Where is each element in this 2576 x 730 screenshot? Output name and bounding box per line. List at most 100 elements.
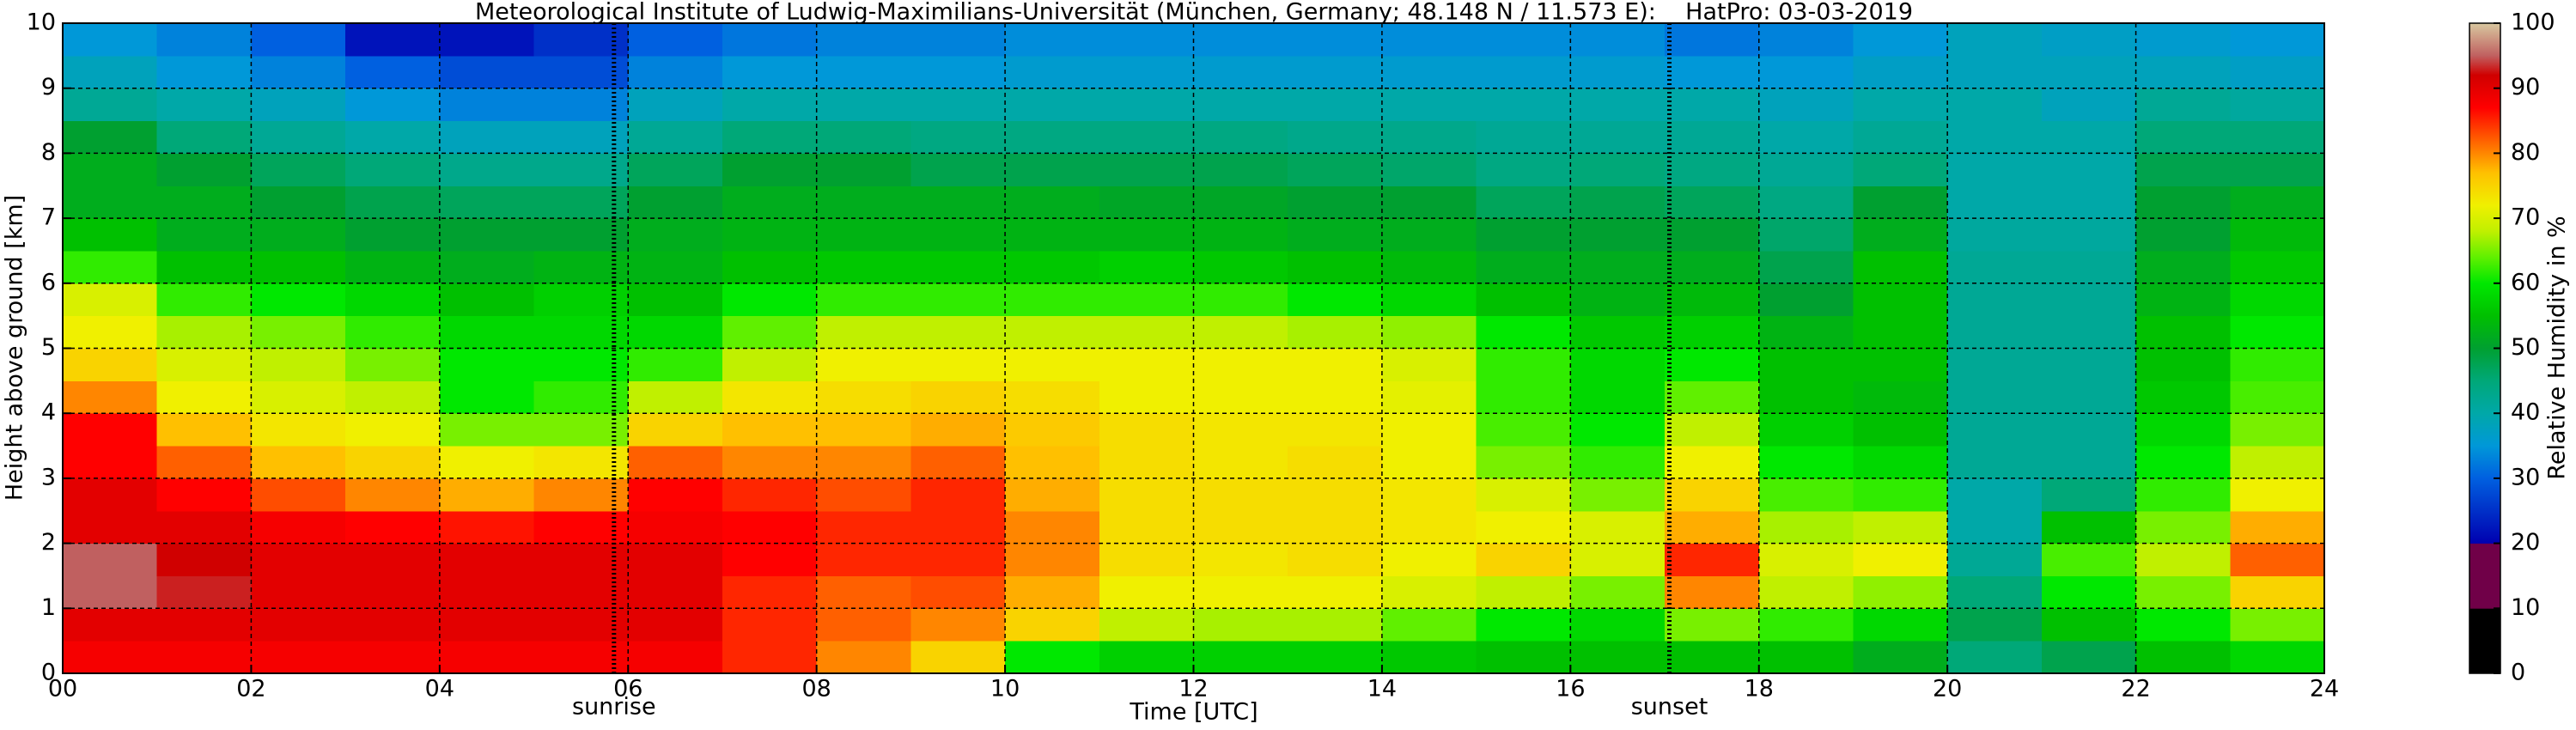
heatmap-cell <box>1947 250 2043 284</box>
heatmap-cell <box>1005 478 1100 512</box>
heatmap-cell <box>63 218 158 252</box>
heatmap-cell <box>1476 250 1571 284</box>
colorbar-tick-label: 90 <box>2511 74 2540 100</box>
heatmap-cell <box>156 641 252 674</box>
heatmap-cell <box>1381 641 1477 674</box>
heatmap-cell <box>2230 543 2325 576</box>
heatmap-cell <box>1853 153 1948 186</box>
heatmap-cell <box>251 186 346 219</box>
heatmap-cell <box>1665 543 1760 576</box>
heatmap-cell <box>628 348 723 381</box>
heatmap-cell <box>439 446 535 479</box>
heatmap-cell <box>2230 186 2325 219</box>
heatmap-cell <box>2135 543 2231 576</box>
heatmap-cell <box>2041 608 2137 642</box>
heatmap-cell <box>1665 478 1760 512</box>
heatmap-cell <box>1288 120 1383 154</box>
heatmap-cell <box>1193 315 1288 349</box>
heatmap-cell <box>2230 23 2325 57</box>
y-tick-label: 2 <box>41 529 56 556</box>
heatmap-cell <box>251 23 346 57</box>
heatmap-cell <box>1005 446 1100 479</box>
heatmap-cell <box>1288 413 1383 447</box>
heatmap-cell <box>1570 55 1666 89</box>
heatmap-cell <box>910 608 1006 642</box>
heatmap-cell <box>1381 348 1477 381</box>
heatmap-cell <box>156 186 252 219</box>
heatmap-cell <box>2135 575 2231 609</box>
heatmap-cell <box>2041 543 2137 576</box>
heatmap-cell <box>345 348 441 381</box>
heatmap-cell <box>2135 510 2231 544</box>
heatmap-cell <box>2230 348 2325 381</box>
colorbar-tick-label: 0 <box>2511 660 2525 686</box>
heatmap-cell <box>1381 283 1477 317</box>
heatmap-cell <box>1193 575 1288 609</box>
heatmap-cell <box>1476 88 1571 122</box>
heatmap-cell <box>2041 153 2137 186</box>
heatmap-cell <box>628 88 723 122</box>
heatmap-cell <box>251 446 346 479</box>
heatmap-cell <box>2041 283 2137 317</box>
heatmap-cell <box>1099 380 1194 414</box>
heatmap-cell <box>910 641 1006 674</box>
x-tick-label: 06 <box>613 676 642 703</box>
heatmap-cell <box>2135 413 2231 447</box>
heatmap-cell <box>628 250 723 284</box>
heatmap-cell <box>1853 446 1948 479</box>
heatmap-cell <box>1570 88 1666 122</box>
heatmap-cell <box>2135 641 2231 674</box>
heatmap-cell <box>1947 510 2043 544</box>
heatmap-cell <box>1665 575 1760 609</box>
heatmap-cell <box>1476 186 1571 219</box>
heatmap-cell <box>1758 608 1854 642</box>
heatmap-cell <box>345 478 441 512</box>
heatmap-cell <box>628 413 723 447</box>
heatmap-cell <box>1758 120 1854 154</box>
heatmap-cell <box>1665 641 1760 674</box>
heatmap-cell <box>1288 88 1383 122</box>
heatmap-cell <box>1758 446 1854 479</box>
heatmap-cell <box>628 478 723 512</box>
heatmap-cell <box>2041 23 2137 57</box>
heatmap-cell <box>1288 510 1383 544</box>
heatmap-cell <box>1665 120 1760 154</box>
heatmap-cell <box>1570 186 1666 219</box>
heatmap-cell <box>345 88 441 122</box>
heatmap-cell <box>1947 608 2043 642</box>
heatmap-cell <box>1193 88 1288 122</box>
heatmap-cell <box>628 575 723 609</box>
heatmap-cell <box>1758 413 1854 447</box>
heatmap-cell <box>910 348 1006 381</box>
heatmap-cell <box>628 218 723 252</box>
heatmap-cell <box>1758 283 1854 317</box>
heatmap-cell <box>2230 478 2325 512</box>
x-tick-label: 22 <box>2121 676 2150 703</box>
heatmap-cell <box>1288 283 1383 317</box>
heatmap-cell <box>1570 446 1666 479</box>
heatmap-cell <box>1005 575 1100 609</box>
annotation-label: sunset <box>1631 694 1708 721</box>
heatmap-cell <box>439 641 535 674</box>
heatmap-cell <box>251 88 346 122</box>
heatmap-cell <box>63 88 158 122</box>
heatmap-cell <box>345 218 441 252</box>
heatmap-cell <box>628 446 723 479</box>
heatmap-cell <box>1665 23 1760 57</box>
heatmap-cell <box>251 478 346 512</box>
heatmap-cell <box>1099 88 1194 122</box>
heatmap-cell <box>816 446 911 479</box>
heatmap-cell <box>1665 186 1760 219</box>
heatmap-cell <box>439 283 535 317</box>
heatmap-cell <box>1099 186 1194 219</box>
heatmap-cell <box>1570 283 1666 317</box>
heatmap-cell <box>1570 153 1666 186</box>
heatmap-cell <box>816 153 911 186</box>
heatmap-cell <box>63 23 158 57</box>
heatmap-cell <box>2135 120 2231 154</box>
heatmap-cell <box>251 315 346 349</box>
heatmap-cell <box>1947 315 2043 349</box>
heatmap-cell <box>1758 348 1854 381</box>
heatmap-cell <box>628 641 723 674</box>
